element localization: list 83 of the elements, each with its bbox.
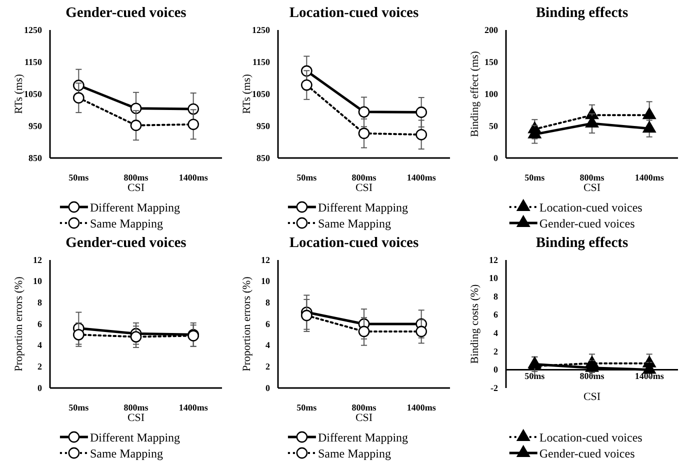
- y-tick-label: 150: [484, 56, 498, 67]
- y-axis-title: RTs (ms): [241, 74, 253, 114]
- y-tick-label: 850: [28, 152, 42, 163]
- x-axis-title: CSI: [127, 182, 145, 194]
- y-tick-label: 8: [38, 298, 42, 308]
- x-axis-title: CSI: [583, 391, 601, 403]
- y-tick-label: 1150: [252, 56, 270, 67]
- legend-label: Same Mapping: [90, 446, 163, 460]
- chart-title: Gender-cued voices: [66, 5, 187, 21]
- legend-label: Different Mapping: [318, 430, 408, 444]
- chart-title: Binding effects: [536, 5, 628, 21]
- legend-label: Location-cued voices: [539, 200, 643, 214]
- x-tick-label: 50ms: [68, 402, 90, 412]
- y-axis-title: Binding effect (ms): [469, 50, 481, 137]
- y-tick-label: 200: [484, 24, 498, 35]
- y-tick-label: 1250: [24, 24, 42, 35]
- y-tick-label: 1250: [252, 24, 270, 35]
- chart-title: Gender-cued voices: [66, 235, 187, 251]
- legend-label: Location-cued voices: [539, 430, 643, 444]
- x-tick-label: 800ms: [124, 402, 149, 412]
- y-tick-label: 0: [266, 382, 270, 393]
- legend-label: Gender-cued voices: [539, 216, 636, 230]
- y-axis-title: Proportion errors (%): [241, 276, 253, 372]
- y-tick-label: 6: [266, 318, 270, 329]
- x-tick-label: 1400ms: [178, 172, 208, 182]
- x-tick-label: 1400ms: [178, 402, 208, 412]
- y-tick-label: 50: [489, 120, 498, 131]
- x-tick-label: 1400ms: [406, 172, 436, 182]
- x-tick-label: 50ms: [296, 402, 318, 412]
- legend-label: Different Mapping: [90, 200, 180, 214]
- legend-label: Different Mapping: [90, 430, 180, 444]
- y-tick-label: -2: [490, 382, 498, 393]
- legend-label: Same Mapping: [318, 216, 391, 230]
- y-tick-label: 950: [28, 120, 42, 131]
- x-axis-title: CSI: [583, 182, 601, 194]
- x-tick-label: 800ms: [580, 172, 605, 182]
- y-tick-label: 4: [38, 340, 42, 350]
- y-axis-title: Proportion errors (%): [13, 276, 25, 372]
- y-tick-label: 2: [494, 346, 498, 356]
- x-tick-label: 1400ms: [634, 172, 664, 182]
- y-tick-label: 6: [494, 310, 498, 320]
- x-tick-label: 50ms: [296, 172, 318, 182]
- y-tick-label: 12: [489, 254, 498, 265]
- chart-title: Location-cued voices: [289, 5, 419, 21]
- y-axis-title: RTs (ms): [13, 74, 25, 114]
- legend-label: Gender-cued voices: [539, 446, 636, 460]
- chart-title: Location-cued voices: [289, 235, 419, 251]
- y-tick-label: 12: [33, 254, 42, 265]
- y-tick-label: 0: [494, 152, 498, 163]
- y-tick-label: 100: [484, 88, 498, 99]
- y-tick-label: 12: [261, 254, 270, 265]
- x-axis-title: CSI: [127, 412, 145, 424]
- y-tick-label: 0: [494, 364, 498, 375]
- y-tick-label: 2: [266, 362, 270, 372]
- y-tick-label: 0: [38, 382, 42, 393]
- x-axis-title: CSI: [355, 182, 373, 194]
- x-tick-label: 50ms: [524, 172, 546, 182]
- y-tick-label: 10: [33, 276, 42, 286]
- y-tick-label: 1050: [24, 88, 42, 99]
- y-tick-label: 850: [256, 152, 270, 163]
- chart-title: Binding effects: [536, 235, 628, 251]
- x-tick-label: 50ms: [68, 172, 90, 182]
- y-tick-label: 4: [266, 340, 270, 350]
- x-axis-title: CSI: [355, 412, 373, 424]
- y-tick-label: 10: [261, 276, 270, 286]
- y-tick-label: 4: [494, 328, 498, 338]
- y-axis-title: Binding costs (%): [469, 284, 481, 364]
- x-tick-label: 50ms: [524, 371, 546, 382]
- y-tick-label: 10: [489, 273, 498, 284]
- x-tick-label: 1400ms: [406, 402, 436, 412]
- x-tick-label: 800ms: [352, 402, 377, 412]
- y-tick-label: 8: [266, 298, 270, 308]
- y-tick-label: 8: [494, 291, 498, 302]
- legend-label: Same Mapping: [90, 216, 163, 230]
- y-tick-label: 6: [38, 318, 42, 329]
- legend-label: Same Mapping: [318, 446, 391, 460]
- y-tick-label: 950: [256, 120, 270, 131]
- x-tick-label: 800ms: [124, 172, 149, 182]
- y-tick-label: 1050: [252, 88, 270, 99]
- legend-label: Different Mapping: [318, 200, 408, 214]
- y-tick-label: 2: [38, 362, 42, 372]
- y-tick-label: 1150: [24, 56, 42, 67]
- x-tick-label: 800ms: [352, 172, 377, 182]
